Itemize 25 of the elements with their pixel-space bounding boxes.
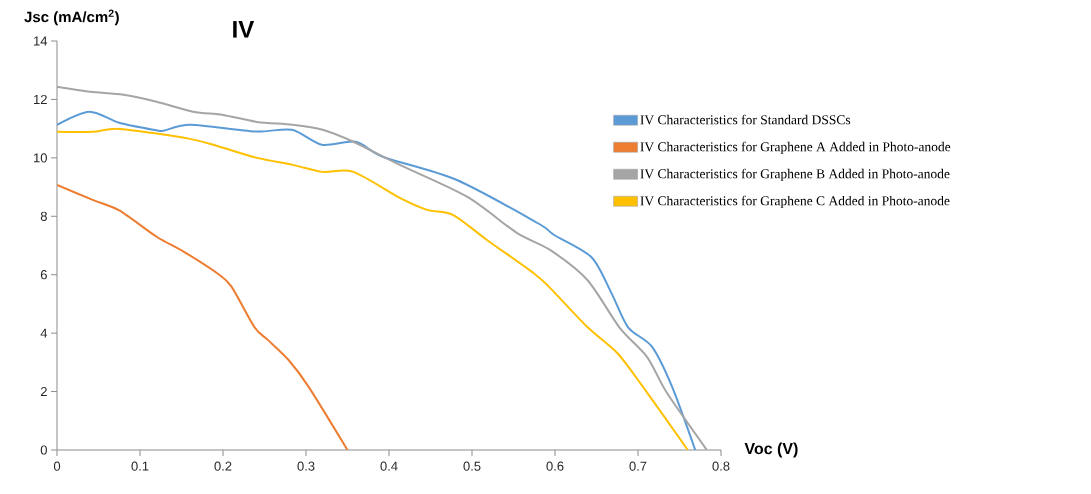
x-tick-label: 0.4 — [380, 461, 398, 471]
y-tick-label: 10 — [34, 153, 47, 163]
chart-title: IV — [233, 21, 255, 38]
x-tick-label: 0.2 — [214, 461, 232, 471]
x-tick-label: 0.3 — [297, 461, 315, 471]
y-tick-label: 12 — [34, 94, 47, 104]
y-tick-label: 14 — [34, 36, 48, 46]
x-tick-label: 0.1 — [131, 461, 149, 471]
x-tick-label: 0.6 — [546, 461, 564, 471]
x-tick-label: 0 — [53, 461, 61, 471]
y-tick-label: 2 — [40, 387, 47, 397]
line-series — [57, 184, 349, 450]
y-tick-label: 8 — [40, 211, 47, 221]
legend-label: IV Characteristics for Standard DSSCs — [640, 114, 851, 125]
y-tick-label: 4 — [40, 328, 48, 338]
y-axis-title: Jsc (mA/cm$^{2}$) — [24, 9, 119, 26]
y-tick-label: 6 — [40, 270, 47, 280]
x-axis-title: Voc (V) — [744, 442, 798, 458]
legend-label: IV Characteristics for Graphene B Added in Photo-anode — [640, 168, 950, 182]
legend-label: IV Characteristics for Graphene C Added in Photo-anode — [640, 195, 950, 209]
x-tick-label: 0.5 — [463, 461, 481, 471]
legend-label: IV Characteristics for Graphene A Added in Photo-anode — [640, 141, 951, 155]
y-tick-label: 0 — [40, 445, 47, 455]
x-tick-label: 0.7 — [629, 461, 647, 471]
x-tick-label: 0.8 — [712, 461, 730, 471]
